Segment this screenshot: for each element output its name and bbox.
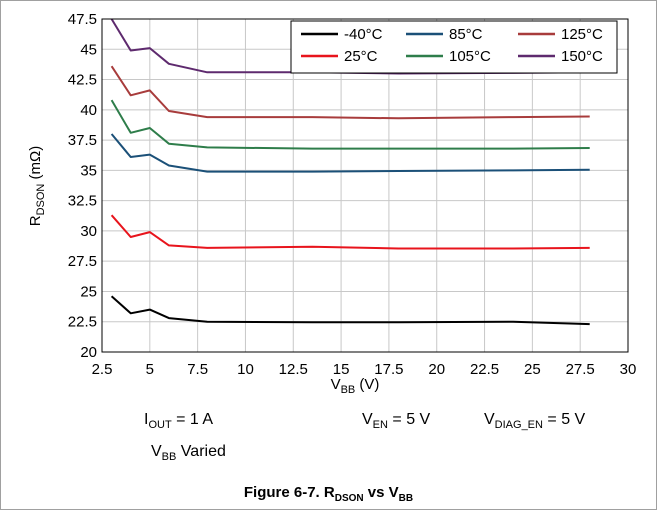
x-axis-label: VBB (V) xyxy=(331,376,380,396)
y-tick-label: 20 xyxy=(80,344,97,361)
legend-label: 105°C xyxy=(449,48,491,65)
legend-label: 85°C xyxy=(449,26,483,43)
series-lines xyxy=(110,18,590,326)
series-line-40c xyxy=(110,295,590,326)
condition-vdiag-en: VDIAG_EN = 5 V xyxy=(484,411,586,431)
x-axis-ticks: 2.5 5 7.5 10 12.5 15 17.5 20 22.5 25 27.5 30 xyxy=(92,361,637,378)
x-tick-label: 2.5 xyxy=(92,361,113,378)
x-tick-label: 20 xyxy=(428,361,445,378)
y-tick-label: 27.5 xyxy=(68,253,97,270)
x-tick-label: 30 xyxy=(620,361,637,378)
y-tick-label: 47.5 xyxy=(68,11,97,28)
y-tick-label: 40 xyxy=(80,102,97,119)
legend-box xyxy=(290,20,618,74)
legend-label: 125°C xyxy=(561,26,603,43)
series-line-85c xyxy=(110,133,590,173)
condition-iout: IOUT = 1 A xyxy=(144,411,214,431)
legend-label: 150°C xyxy=(561,48,603,65)
y-tick-label: 37.5 xyxy=(68,132,97,149)
x-tick-label: 17.5 xyxy=(374,361,403,378)
x-tick-label: 7.5 xyxy=(187,361,208,378)
y-tick-label: 35 xyxy=(80,162,97,179)
figure-caption: Figure 6-7. RDSON vs VBB xyxy=(243,484,414,504)
x-tick-label: 12.5 xyxy=(279,361,308,378)
legend: -40°C 85°C 125°C 25°C 105°C 150°C xyxy=(290,20,618,74)
y-axis-label: RDSON (mΩ) xyxy=(27,146,47,227)
y-tick-label: 25 xyxy=(80,283,97,300)
x-tick-label: 15 xyxy=(333,361,350,378)
series-line-25c xyxy=(110,214,590,250)
line-chart: 2.5 5 7.5 10 12.5 15 17.5 20 22.5 25 27.5 30 20 22.5… xyxy=(27,11,637,396)
legend-label: -40°C xyxy=(344,26,383,43)
condition-ven: VEN = 5 V xyxy=(362,411,431,431)
y-tick-label: 30 xyxy=(80,223,97,240)
y-tick-label: 42.5 xyxy=(68,72,97,89)
y-tick-label: 22.5 xyxy=(68,314,97,331)
series-line-125c xyxy=(110,65,590,120)
x-tick-label: 22.5 xyxy=(470,361,499,378)
y-tick-label: 45 xyxy=(80,41,97,58)
x-tick-label: 27.5 xyxy=(566,361,595,378)
x-tick-label: 10 xyxy=(237,361,254,378)
x-tick-label: 25 xyxy=(524,361,541,378)
y-tick-label: 32.5 xyxy=(68,193,97,210)
legend-label: 25°C xyxy=(344,48,378,65)
condition-vbb: VBB Varied xyxy=(151,443,226,463)
series-line-105c xyxy=(110,99,590,150)
y-axis-ticks: 20 22.5 25 27.5 30 32.5 35 37.5 40 42.5 45 47.5 xyxy=(68,11,97,361)
plot-area-border xyxy=(101,18,629,353)
x-tick-label: 5 xyxy=(146,361,154,378)
